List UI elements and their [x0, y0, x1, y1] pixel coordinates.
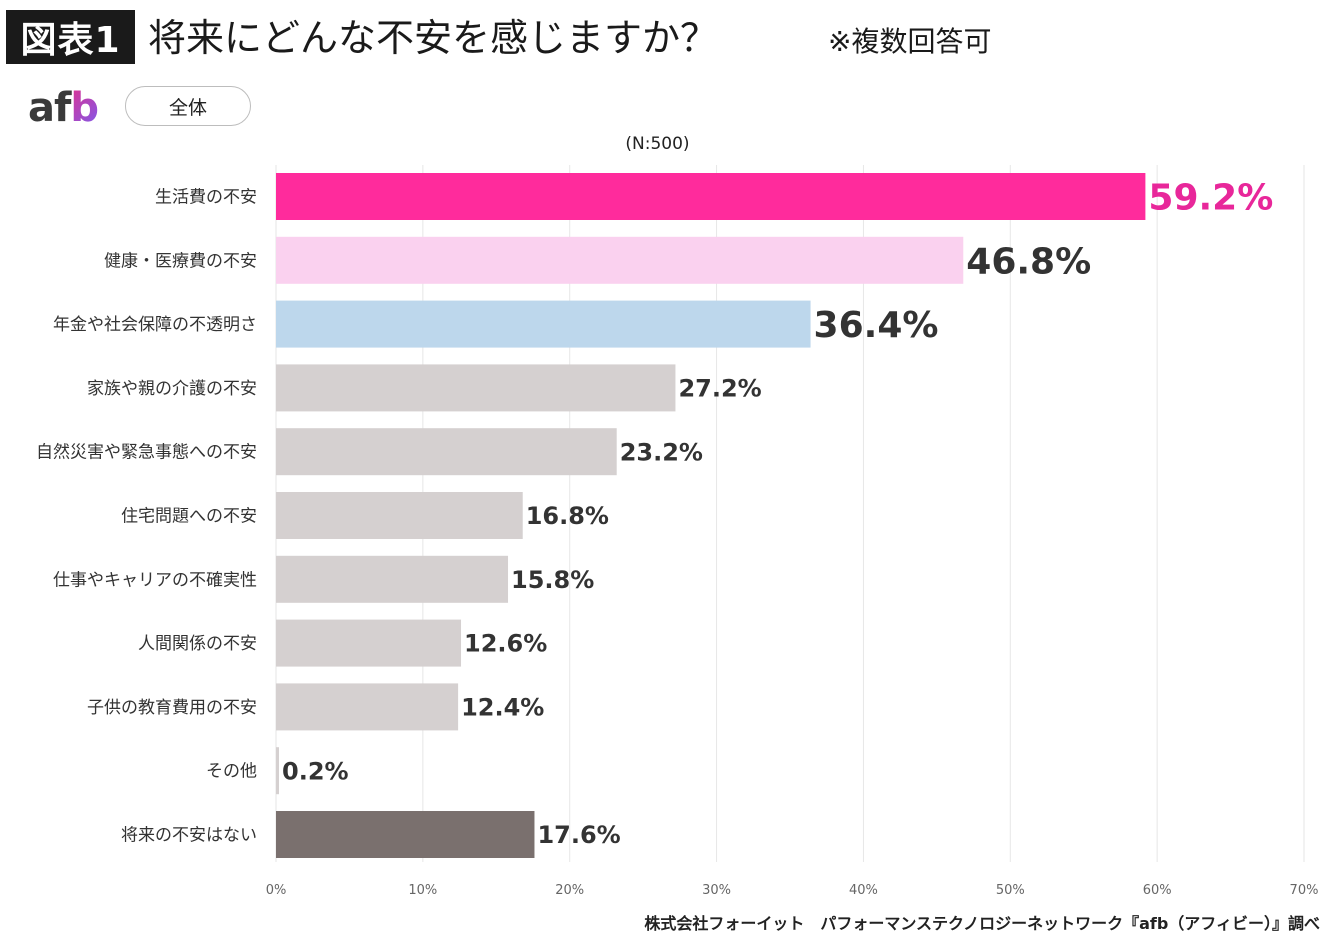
x-tick-label: 20%: [555, 883, 584, 898]
bar: [276, 811, 535, 858]
segment-pill: 全体: [125, 86, 251, 126]
value-label: 17.6%: [537, 821, 620, 849]
x-tick-label: 40%: [849, 883, 878, 898]
category-label: 仕事やキャリアの不確実性: [53, 570, 257, 590]
x-tick-label: 10%: [408, 883, 437, 898]
bar: [276, 236, 964, 284]
value-label: 23.2%: [620, 438, 703, 466]
value-label: 27.2%: [678, 375, 761, 403]
x-tick-label: 60%: [1143, 883, 1172, 898]
bar: [276, 683, 459, 731]
x-tick-label: 30%: [702, 883, 731, 898]
value-label: 59.2%: [1148, 177, 1273, 218]
value-label: 46.8%: [966, 241, 1091, 282]
category-label: 住宅問題への不安: [121, 507, 257, 527]
source-footer: 株式会社フォーイット パフォーマンステクノロジーネットワーク『afb（アフィビー…: [644, 914, 1320, 933]
bar: [276, 747, 279, 795]
category-label: 将来の不安はない: [121, 826, 257, 846]
x-tick-label: 70%: [1290, 883, 1319, 898]
category-label: 家族や親の介護の不安: [87, 379, 257, 399]
bar: [276, 555, 509, 603]
chart-title: 将来にどんな不安を感じますか？: [148, 16, 719, 60]
value-label: 15.8%: [511, 566, 594, 594]
category-label: 子供の教育費用の不安: [87, 698, 257, 718]
value-label: 16.8%: [526, 502, 609, 530]
multiple-answer-note: ※複数回答可: [828, 25, 992, 58]
logo-prefix: af: [28, 85, 71, 131]
value-label: 36.4%: [814, 305, 939, 346]
category-label: その他: [206, 762, 257, 782]
bar: [276, 300, 811, 348]
bar: [276, 492, 523, 539]
afb-logo: afb: [28, 85, 99, 131]
logo-suffix: b: [70, 85, 99, 131]
category-label: 健康・医療費の不安: [104, 251, 257, 271]
bar: [276, 428, 617, 476]
category-label: 生活費の不安: [155, 188, 257, 208]
category-label: 自然災害や緊急事態への不安: [36, 443, 257, 463]
value-label: 12.4%: [461, 694, 544, 722]
category-label: 人間関係の不安: [138, 634, 257, 654]
bar: [276, 619, 462, 667]
category-label: 年金や社会保障の不透明さ: [53, 315, 257, 335]
bar: [276, 364, 676, 412]
bar: [276, 173, 1146, 220]
value-label: 0.2%: [282, 757, 349, 785]
figure-tag: 図表1: [6, 10, 135, 64]
x-tick-label: 0%: [266, 883, 287, 898]
value-label: 12.6%: [464, 630, 547, 658]
x-tick-label: 50%: [996, 883, 1025, 898]
sample-size-note: (N:500): [625, 134, 690, 154]
